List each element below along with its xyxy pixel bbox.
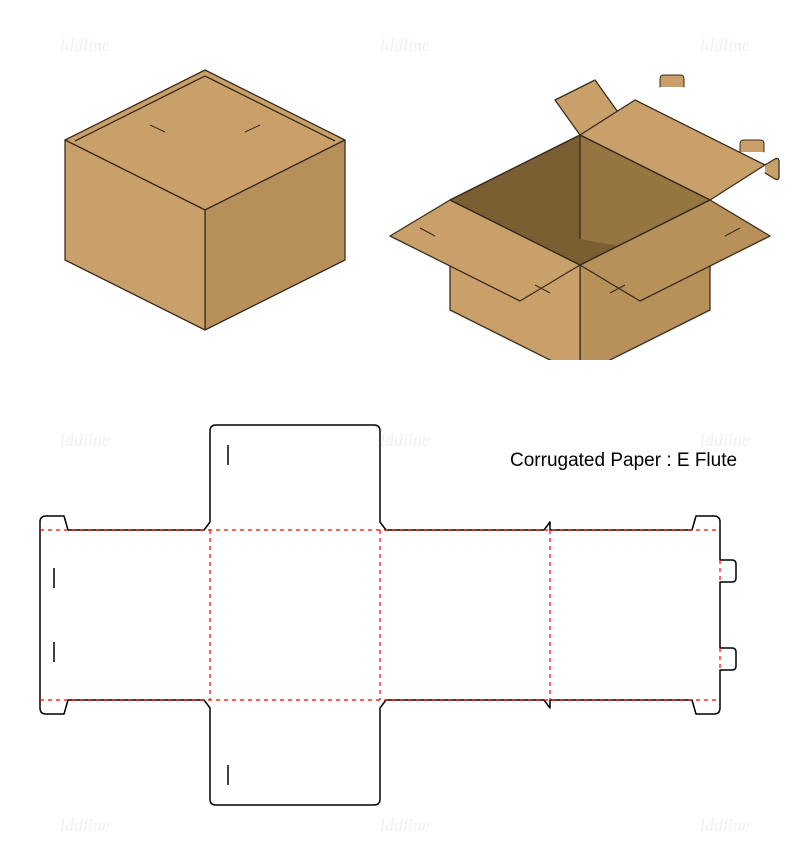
material-label: Corrugated Paper : E Flute (510, 450, 737, 472)
diagram-canvas: lddline lddline lddline lddline lddline … (0, 0, 800, 850)
open-box (370, 20, 790, 360)
closed-box (40, 50, 370, 350)
